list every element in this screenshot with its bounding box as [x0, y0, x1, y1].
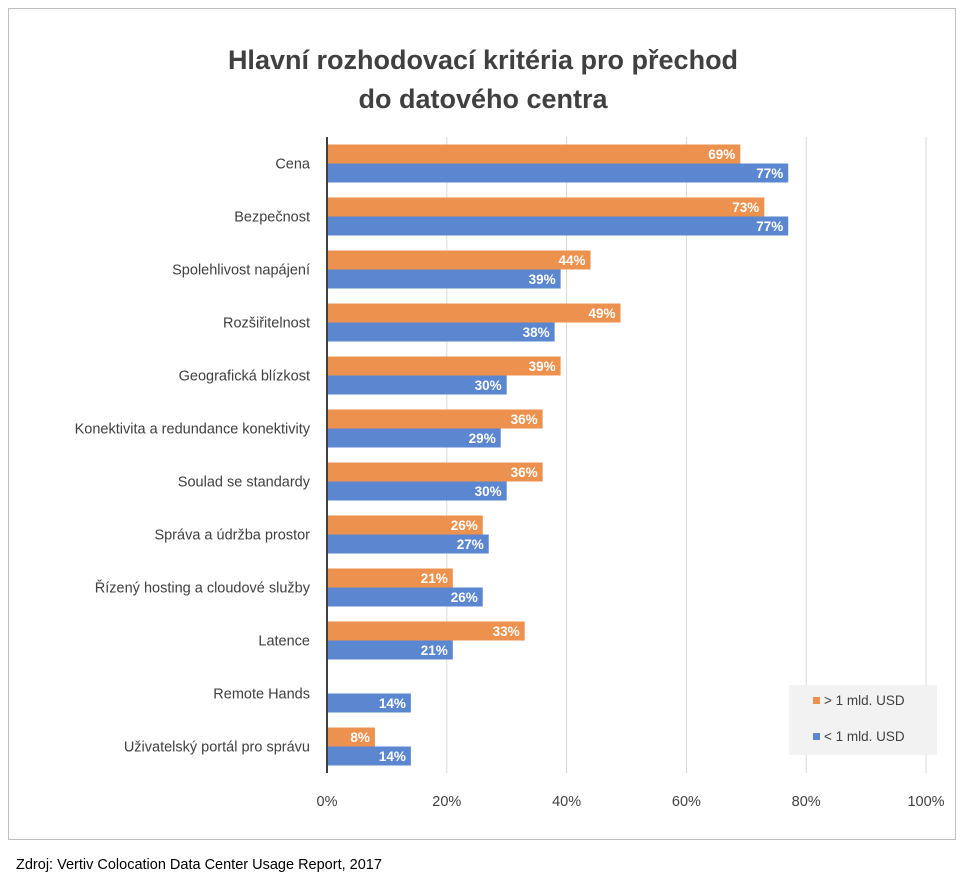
bar-small [327, 534, 489, 554]
bar-large [327, 356, 561, 376]
bar-large [327, 144, 741, 164]
data-label: 36% [511, 412, 538, 427]
bar-large [327, 303, 621, 323]
x-tick-label: 80% [792, 794, 821, 810]
source-note: Zdroj: Vertiv Colocation Data Center Usa… [16, 857, 382, 873]
data-label: 44% [559, 253, 586, 268]
data-label: 39% [529, 359, 556, 374]
bar-large [327, 197, 765, 217]
category-label: Konektivita a redundance konektivity [75, 422, 311, 438]
category-label: Řízený hosting a cloudové služby [95, 580, 311, 597]
bar-small [327, 746, 411, 766]
bar-large [327, 621, 525, 641]
data-label: 73% [732, 200, 759, 215]
category-label: Rozšiřitelnost [223, 316, 310, 332]
data-label: 0% [337, 677, 357, 692]
bar-large [327, 250, 591, 270]
data-label: 77% [756, 219, 783, 234]
chart-frame: Hlavní rozhodovací kritéria pro přechod d… [8, 8, 956, 840]
data-label: 39% [529, 272, 556, 287]
x-tick-label: 100% [907, 794, 944, 810]
data-label: 38% [523, 325, 550, 340]
bar-large [327, 462, 543, 482]
data-label: 36% [511, 465, 538, 480]
bar-small [327, 481, 507, 501]
bar-small [327, 375, 507, 395]
data-label: 27% [457, 537, 484, 552]
data-label: 29% [469, 431, 496, 446]
bar-large [327, 727, 375, 747]
data-label: 26% [451, 590, 478, 605]
chart-title-line: Hlavní rozhodovací kritéria pro přechod [228, 45, 738, 75]
bar-small [327, 428, 501, 448]
data-label: 77% [756, 166, 783, 181]
category-label: Latence [258, 634, 310, 650]
legend-label: > 1 mld. USD [824, 693, 905, 708]
category-label: Spolehlivost napájení [172, 263, 310, 279]
bar-small [327, 322, 555, 342]
x-tick-label: 0% [317, 794, 338, 810]
bar-small [327, 163, 789, 183]
data-label: 26% [451, 518, 478, 533]
chart-title-line: do datového centra [358, 84, 608, 114]
data-label: 21% [421, 571, 448, 586]
data-label: 21% [421, 643, 448, 658]
x-tick-label: 40% [552, 794, 581, 810]
legend-swatch [813, 697, 820, 704]
x-tick-label: 20% [432, 794, 461, 810]
data-label: 14% [379, 696, 406, 711]
data-label: 30% [475, 484, 502, 499]
category-label: Uživatelský portál pro správu [124, 740, 310, 756]
bar-small [327, 216, 789, 236]
data-label: 69% [708, 147, 735, 162]
data-label: 14% [379, 749, 406, 764]
data-label: 33% [493, 624, 520, 639]
bar-small [327, 269, 561, 289]
bar-large [327, 515, 483, 535]
category-label: Cena [275, 157, 311, 173]
category-label: Bezpečnost [234, 210, 310, 226]
bar-small [327, 693, 411, 713]
category-label: Geografická blízkost [179, 369, 310, 385]
category-label: Soulad se standardy [178, 475, 311, 491]
x-tick-label: 60% [672, 794, 701, 810]
bar-small [327, 587, 483, 607]
chart-svg: Hlavní rozhodovací kritéria pro přechod d… [75, 45, 945, 810]
data-label: 49% [588, 306, 615, 321]
bar-large [327, 409, 543, 429]
category-label: Remote Hands [213, 687, 310, 703]
bar-large [327, 568, 453, 588]
data-label: 30% [475, 378, 502, 393]
legend-box [789, 685, 937, 755]
legend-label: < 1 mld. USD [824, 729, 905, 744]
bar-small [327, 640, 453, 660]
category-label: Správa a údržba prostor [154, 528, 310, 544]
data-label: 8% [350, 730, 370, 745]
legend-swatch [813, 733, 820, 740]
